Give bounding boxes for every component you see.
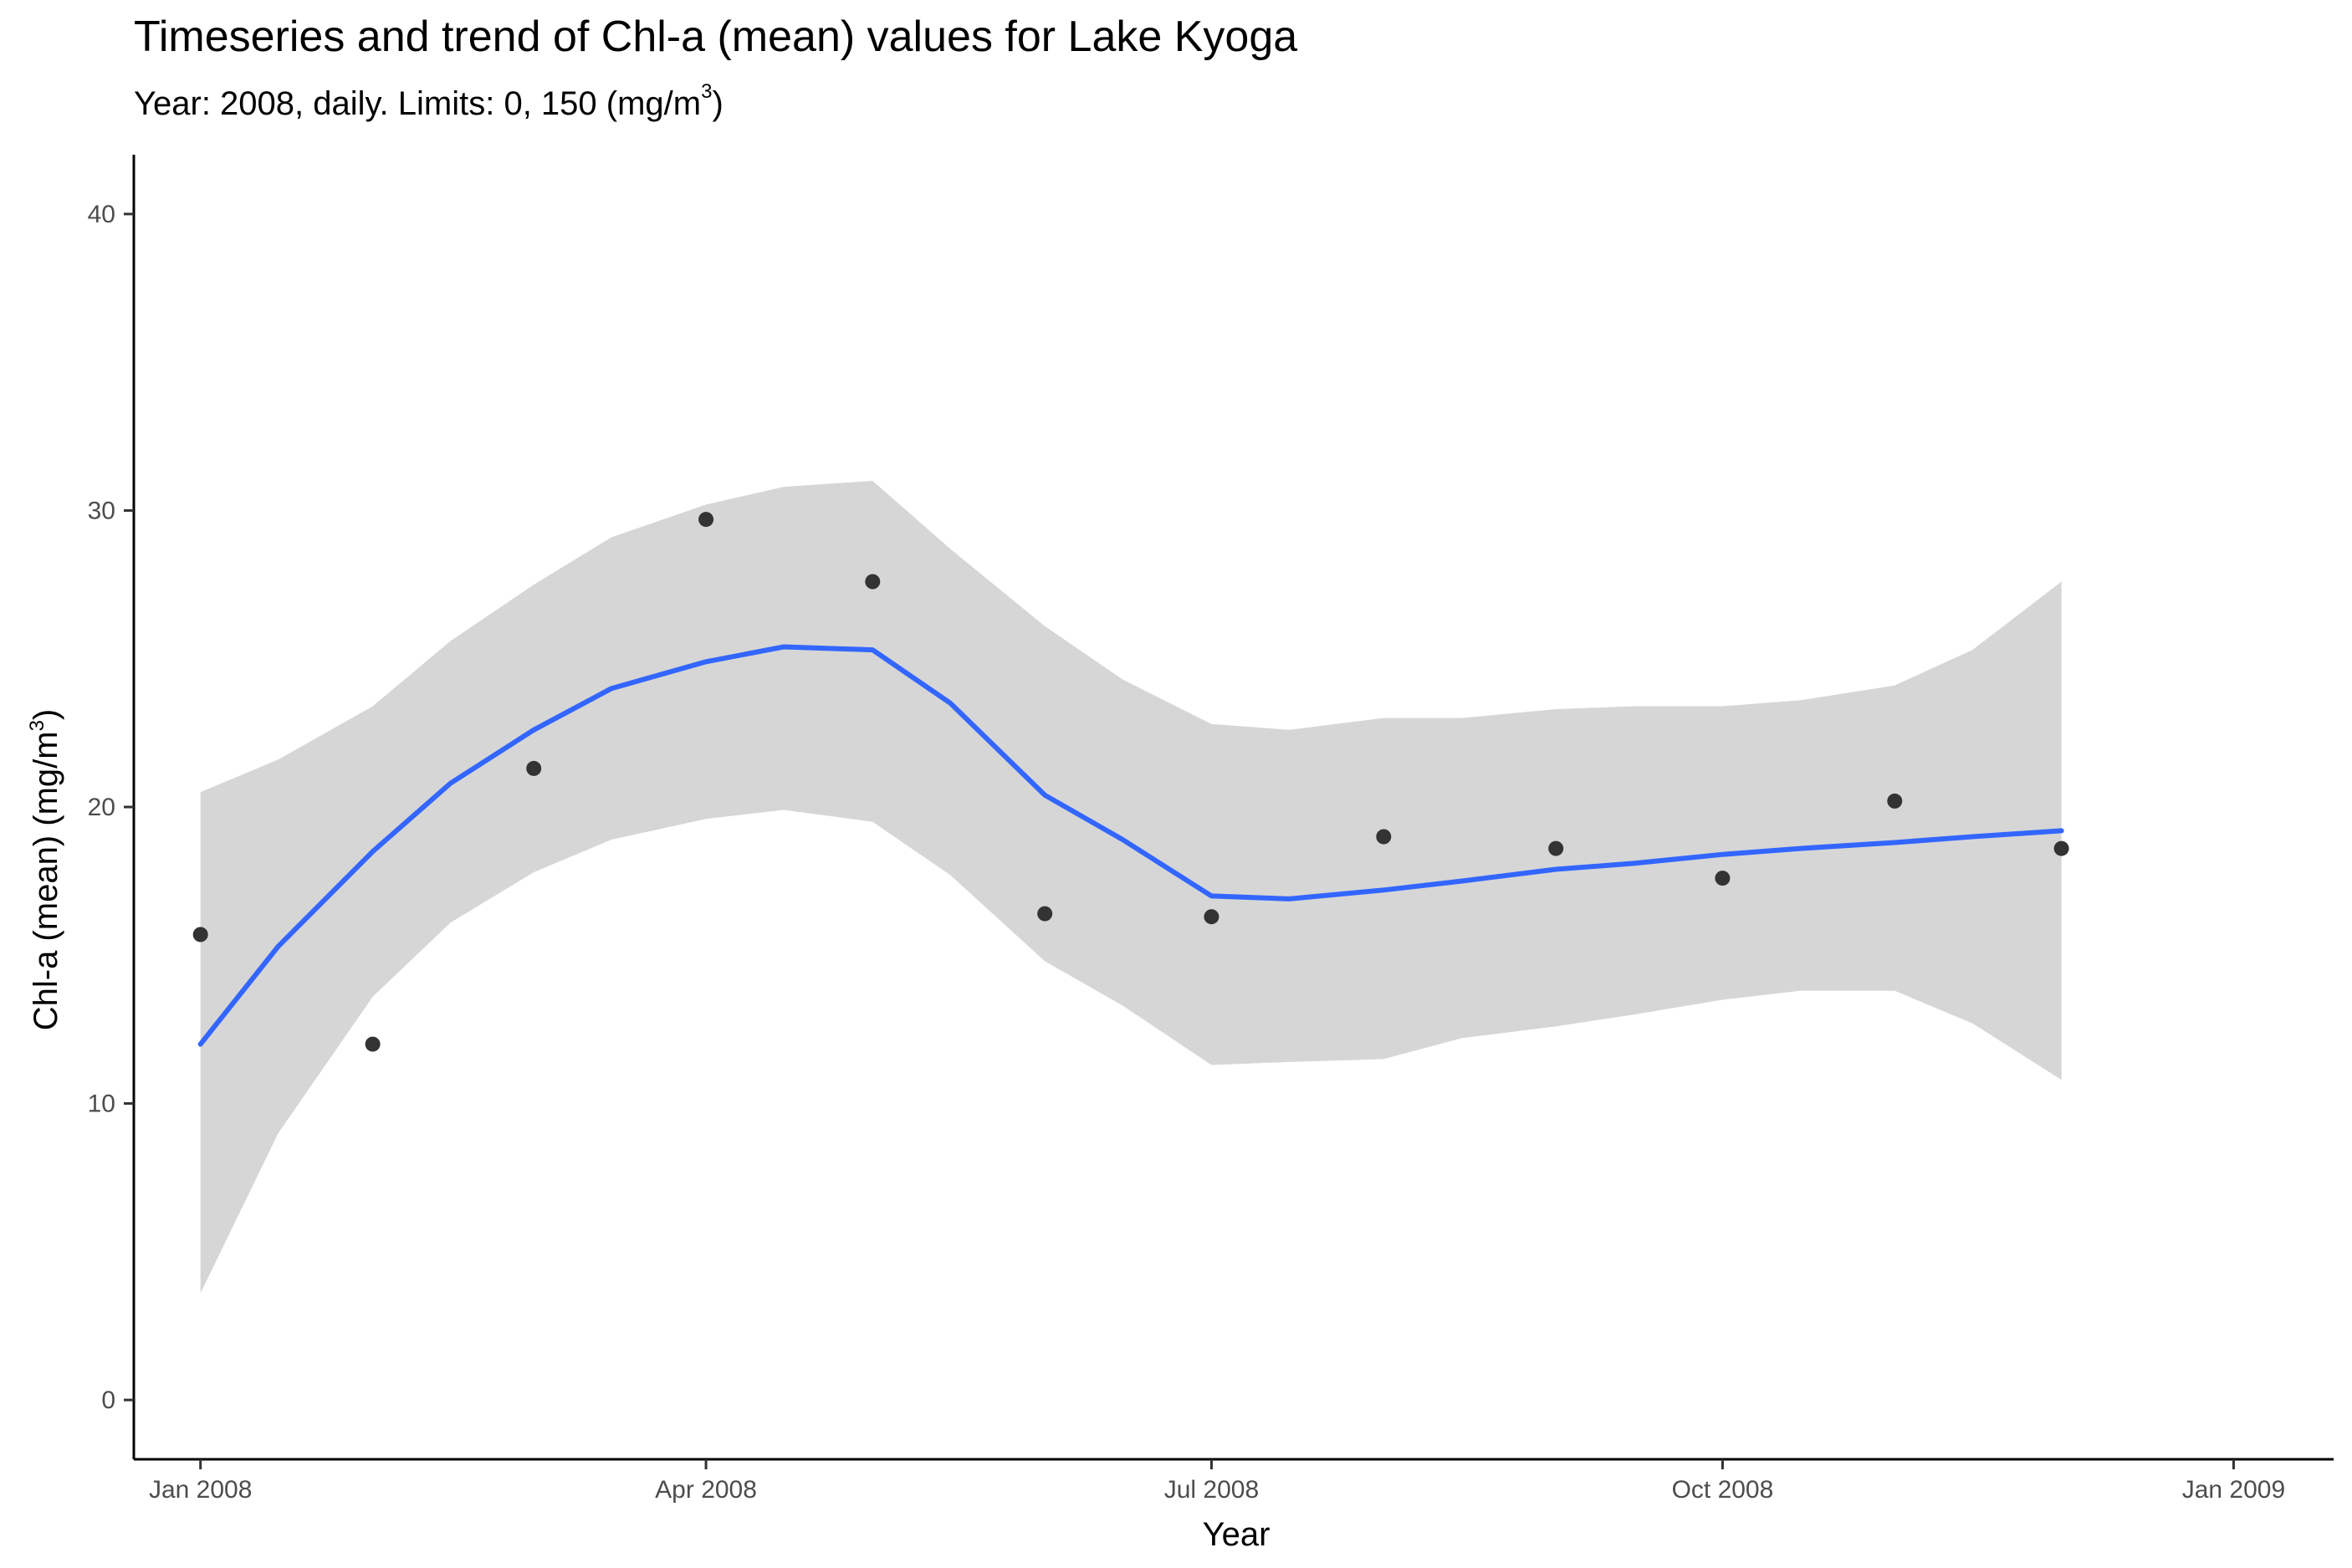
y-tick-label: 20: [88, 794, 115, 821]
trend-line-layer: [197, 644, 2064, 1047]
x-tick-label: Jan 2008: [149, 1476, 252, 1504]
confidence-band-layer: [200, 481, 2062, 1294]
data-point: [2053, 840, 2069, 856]
x-tick-label: Jul 2008: [1164, 1476, 1259, 1504]
data-point: [1037, 906, 1053, 922]
data-point: [1548, 840, 1564, 856]
data-point: [1887, 793, 1903, 809]
x-tick-label: Apr 2008: [655, 1476, 757, 1504]
y-tick-label: 0: [101, 1387, 115, 1414]
y-tick-label: 40: [88, 201, 115, 228]
tick-labels-layer: 0 10 20 30 40 Jan 2008 Apr 2008 Jul 2008 Oct 200…: [88, 201, 2286, 1504]
y-tick-label: 30: [88, 497, 115, 524]
data-point: [865, 574, 881, 590]
y-axis-title-superscript: 3: [26, 720, 49, 731]
y-axis-title: Chl-a (mean) (mg/m3): [26, 709, 64, 1031]
axes-layer: [124, 155, 2334, 1469]
points-layer: [192, 512, 2069, 1052]
data-point: [1204, 909, 1219, 925]
confidence-band: [200, 481, 2062, 1294]
data-point: [1376, 829, 1392, 845]
data-point: [1715, 871, 1731, 886]
y-axis-title-close: ): [28, 709, 64, 720]
data-point: [365, 1036, 381, 1052]
data-point: [192, 927, 208, 942]
y-tick-label: 10: [88, 1090, 115, 1118]
subtitle-close: ): [712, 85, 723, 122]
x-tick-label: Jan 2009: [2182, 1476, 2285, 1504]
subtitle-superscript: 3: [701, 80, 713, 103]
chart-title: Timeseries and trend of Chl-a (mean) val…: [134, 13, 1298, 61]
trend-line: [197, 644, 2064, 1047]
subtitle-text: Year: 2008, daily. Limits: 0, 150 (mg/m: [134, 85, 702, 122]
x-tick-label: Oct 2008: [1672, 1476, 1774, 1504]
data-point: [698, 512, 714, 528]
y-axis-title-text: Chl-a (mean) (mg/m: [28, 731, 64, 1030]
chart-subtitle: Year: 2008, daily. Limits: 0, 150 (mg/m3…: [134, 80, 723, 127]
data-point: [526, 760, 542, 776]
x-axis-title: Year: [1203, 1516, 1271, 1553]
